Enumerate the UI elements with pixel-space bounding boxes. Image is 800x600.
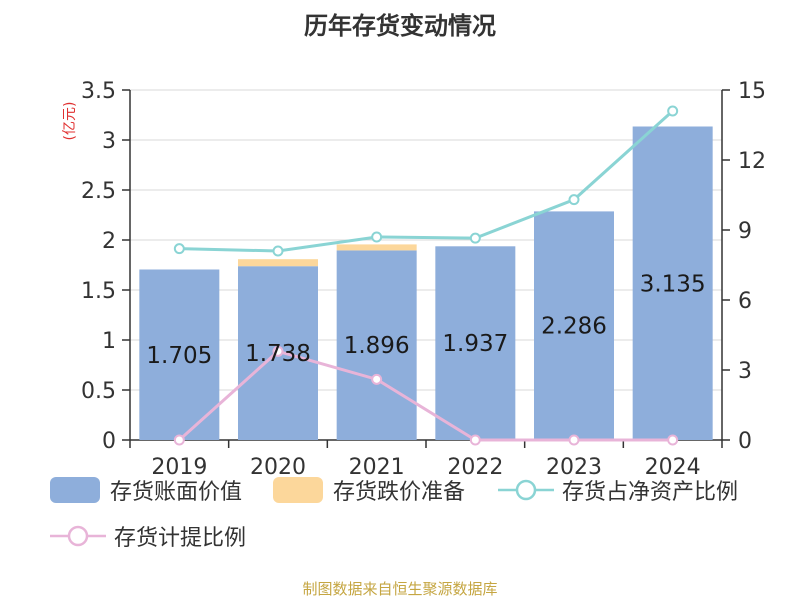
bar-book-value [435, 246, 516, 440]
x-axis-category-label: 2022 [447, 455, 503, 480]
bar-impairment [238, 259, 318, 267]
provision-ratio-point [667, 434, 679, 446]
bar-data-label: 1.937 [442, 331, 508, 357]
left-axis-tick-label: 2.5 [81, 179, 116, 204]
x-axis-category-label: 2019 [151, 455, 207, 480]
right-axis-tick-label: 9 [738, 219, 752, 244]
left-axis-tick-label: 3 [102, 129, 116, 154]
legend-label-net-asset-ratio: 存货占净资产比例 [562, 480, 739, 505]
bar-impairment [336, 244, 417, 251]
net-asset-ratio-point [667, 105, 679, 117]
bar-data-label: 2.286 [541, 314, 607, 340]
bar-data-label: 3.135 [640, 271, 706, 297]
bar-book-value [632, 126, 713, 440]
legend-item-provision-ratio[interactable]: 存货计提比例 [50, 516, 246, 556]
bar-book-value [336, 250, 417, 440]
left-axis-tick-label: 3.5 [81, 79, 116, 104]
legend-label-impairment: 存货跌价准备 [333, 480, 466, 505]
legend-swatch-book-value [50, 477, 100, 503]
net-asset-ratio-point [272, 245, 284, 257]
right-axis-tick-label: 3 [738, 359, 752, 384]
left-axis-tick-label: 0.5 [81, 379, 116, 404]
left-axis-tick-label: 0 [102, 429, 116, 454]
provision-ratio-point [469, 434, 481, 446]
bar-book-value [534, 211, 614, 440]
legend-label-book-value: 存货账面价值 [110, 480, 243, 505]
bar-data-label: 1.896 [344, 333, 410, 359]
legend-item-impairment[interactable]: 存货跌价准备 [273, 470, 465, 510]
net-asset-ratio-point [469, 232, 481, 244]
left-axis-tick-label: 2 [102, 229, 116, 254]
legend-item-net-asset-ratio[interactable]: 存货占净资产比例 [498, 470, 738, 510]
net-asset-ratio-line [179, 109, 674, 253]
net-asset-ratio-point [173, 243, 185, 255]
bar-data-label: 1.738 [245, 341, 311, 367]
chart-title: 历年存货变动情况 [304, 12, 496, 40]
provision-ratio-point [173, 434, 185, 446]
legend-swatch-net-asset-ratio [498, 479, 554, 501]
right-axis-tick-label: 15 [738, 79, 766, 104]
provision-ratio-line [178, 349, 673, 442]
legend-label-provision-ratio: 存货计提比例 [114, 526, 247, 551]
provision-ratio-point [272, 345, 284, 357]
right-axis-tick-label: 6 [738, 289, 752, 314]
bar-data-label: 1.705 [146, 343, 212, 369]
x-axis-category-label: 2023 [546, 455, 602, 480]
right-axis-tick-label: 0 [738, 429, 752, 454]
bar-book-value [139, 269, 220, 440]
provision-ratio-point [568, 434, 580, 446]
x-axis-category-label: 2024 [645, 455, 701, 480]
x-axis-category-label: 2020 [250, 455, 306, 480]
right-axis-tick-label: 12 [738, 149, 766, 174]
legend-swatch-provision-ratio [50, 525, 106, 547]
left-axis-tick-label: 1.5 [81, 279, 116, 304]
provision-ratio-point [371, 373, 383, 385]
left-axis-tick-label: 1 [102, 329, 116, 354]
net-asset-ratio-point [568, 194, 580, 206]
legend-item-book-value[interactable]: 存货账面价值 [50, 470, 242, 510]
x-axis-category-label: 2021 [349, 455, 405, 480]
data-source-note: 制图数据来自恒生聚源数据库 [302, 580, 498, 598]
legend-swatch-impairment [273, 477, 323, 503]
net-asset-ratio-point [371, 231, 383, 243]
